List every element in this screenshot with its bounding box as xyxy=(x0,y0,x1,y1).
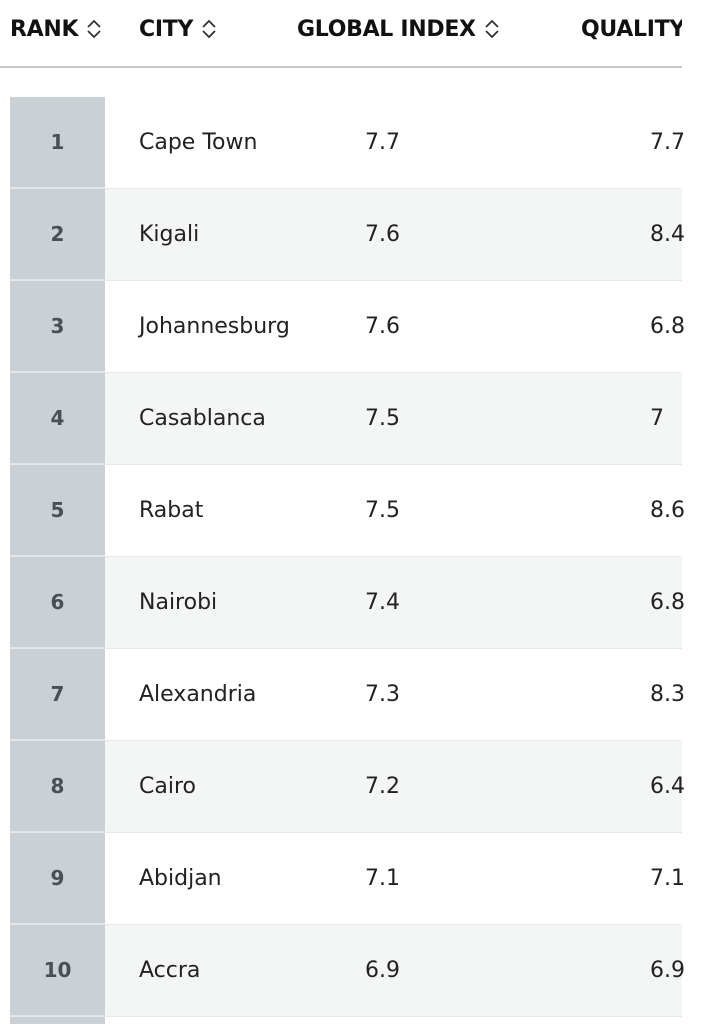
city-cell: Accra xyxy=(139,958,201,983)
global-index-cell: 7.5 xyxy=(365,498,400,523)
quality-cell: 7.1 xyxy=(650,866,685,891)
city-cell: Alexandria xyxy=(139,682,257,707)
column-header-city-label: CITY xyxy=(139,16,194,42)
global-index-cell: 7.4 xyxy=(365,590,400,615)
global-index-cell: 7.1 xyxy=(365,866,400,891)
global-index-cell: 7.5 xyxy=(365,406,400,431)
sort-icon[interactable] xyxy=(201,17,217,41)
city-cell: Casablanca xyxy=(139,406,266,431)
city-cell: Cape Town xyxy=(139,130,258,155)
global-index-cell: 7.2 xyxy=(365,774,400,799)
table-row[interactable]: 7 Alexandria 7.3 8.3 xyxy=(10,649,685,741)
city-cell: Johannesburg xyxy=(139,314,290,339)
quality-cell: 6.9 xyxy=(650,958,685,983)
rank-cell xyxy=(10,1017,105,1024)
sort-icon[interactable] xyxy=(484,17,500,41)
table-row[interactable]: 4 Casablanca 7.5 7 xyxy=(10,373,682,465)
city-cell: Kigali xyxy=(139,222,200,247)
table-row[interactable]: 6 Nairobi 7.4 6.8 xyxy=(10,557,685,649)
sort-icon[interactable] xyxy=(86,17,102,41)
rank-cell: 8 xyxy=(10,741,105,832)
rank-cell: 10 xyxy=(10,925,105,1016)
column-header-city[interactable]: CITY xyxy=(139,14,217,44)
table-row[interactable]: 1 Cape Town 7.7 7.7 xyxy=(10,97,685,189)
column-header-global-index[interactable]: GLOBAL INDEX xyxy=(297,14,500,44)
city-cell: Cairo xyxy=(139,774,196,799)
quality-cell: 6.4 xyxy=(650,774,685,799)
rank-cell: 4 xyxy=(10,373,105,464)
quality-cell: 6.8 xyxy=(650,314,685,339)
city-cell: Rabat xyxy=(139,498,204,523)
rank-cell: 1 xyxy=(10,97,105,188)
rank-cell: 9 xyxy=(10,833,105,924)
rankings-table: 1 Cape Town 7.7 7.7 2 Kigali 7.6 8.4 3 Johannesbu… xyxy=(10,97,685,1024)
table-row[interactable]: 10 Accra 6.9 6.9 xyxy=(10,925,685,1017)
column-header-rank[interactable]: RANK xyxy=(10,14,102,44)
table-row[interactable]: 9 Abidjan 7.1 7.1 xyxy=(10,833,685,925)
global-index-cell: 7.6 xyxy=(365,222,400,247)
rank-cell: 3 xyxy=(10,281,105,372)
quality-cell: 8.6 xyxy=(650,498,685,523)
quality-cell: 7.7 xyxy=(650,130,685,155)
quality-cell: 6.8 xyxy=(650,590,685,615)
column-header-global-index-label: GLOBAL INDEX xyxy=(297,16,476,42)
quality-cell: 8.4 xyxy=(650,222,685,247)
global-index-cell: 7.3 xyxy=(365,682,400,707)
column-header-quality[interactable]: QUALITY xyxy=(581,14,682,44)
quality-cell: 8.3 xyxy=(650,682,685,707)
table-row[interactable]: 8 Cairo 7.2 6.4 xyxy=(10,741,685,833)
table-row[interactable]: 5 Rabat 7.5 8.6 xyxy=(10,465,685,557)
column-header-quality-label: QUALITY xyxy=(581,16,682,42)
table-header: RANK CITY GLOBAL INDEX QUALITY xyxy=(0,0,682,68)
city-cell: Nairobi xyxy=(139,590,218,615)
rank-cell: 7 xyxy=(10,649,105,740)
table-row[interactable]: 2 Kigali 7.6 8.4 xyxy=(10,189,685,281)
global-index-cell: 7.6 xyxy=(365,314,400,339)
quality-cell: 7 xyxy=(650,406,664,431)
city-cell: Abidjan xyxy=(139,866,222,891)
column-header-rank-label: RANK xyxy=(10,16,79,42)
rank-cell: 5 xyxy=(10,465,105,556)
global-index-cell: 6.9 xyxy=(365,958,400,983)
rank-cell: 6 xyxy=(10,557,105,648)
global-index-cell: 7.7 xyxy=(365,130,400,155)
rank-cell: 2 xyxy=(10,189,105,280)
table-row[interactable]: 3 Johannesburg 7.6 6.8 xyxy=(10,281,685,373)
table-row-partial xyxy=(10,1017,682,1024)
